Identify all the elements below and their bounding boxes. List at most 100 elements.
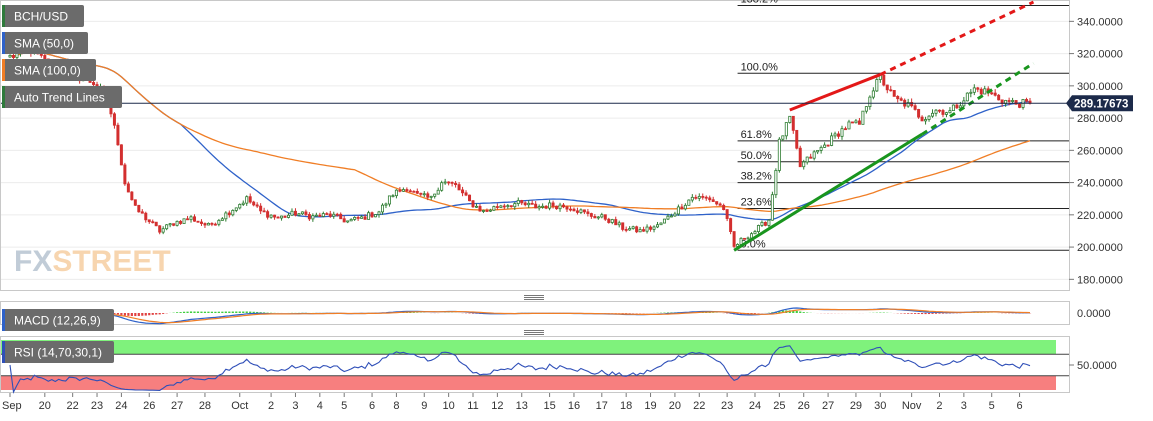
candle [819, 145, 823, 154]
candle [213, 222, 217, 226]
candle [875, 76, 879, 93]
candle [457, 182, 461, 191]
y-tick-label: 180.0000 [1077, 274, 1123, 286]
candle [767, 219, 771, 228]
candle [899, 96, 903, 102]
candle [380, 203, 384, 215]
candle [349, 218, 353, 222]
candle [398, 187, 402, 193]
candle [868, 95, 872, 110]
candle [227, 210, 231, 218]
candle [579, 208, 583, 215]
x-tick-label: Sep [2, 400, 22, 412]
candle [568, 206, 572, 212]
x-tick-label: 26 [143, 400, 155, 412]
x-tick-label: 2 [268, 400, 274, 412]
candle [286, 212, 290, 219]
candle [896, 95, 900, 103]
candle [499, 204, 503, 208]
candle [729, 217, 733, 235]
candle [551, 200, 555, 209]
watermark-fx: FX [14, 245, 52, 278]
candle [454, 181, 458, 188]
candle [931, 109, 935, 118]
current-price-tag: 289.17673 [1066, 95, 1133, 112]
time-axis: Sep 20 22 23 24 26 27 28 Oct 2 3 4 5 6 8 9 10 11 12 13 15 16 1… [2, 393, 1023, 412]
macd-plot: 0.0000 [10, 307, 1111, 325]
candle [530, 200, 534, 205]
candle [770, 191, 774, 221]
rsi-resize-handle[interactable] [524, 330, 544, 335]
x-tick-label: Nov [902, 400, 922, 412]
candle [763, 221, 767, 227]
candle [245, 195, 249, 206]
rsi-label[interactable]: RSI (14,70,30,1) [2, 341, 114, 363]
candle [624, 226, 628, 233]
candle [391, 194, 395, 198]
candle [864, 106, 868, 114]
x-tick-label: 24 [115, 400, 127, 412]
candle [997, 94, 1001, 101]
indicator-label-trend-lines[interactable]: Auto Trend Lines [2, 86, 122, 108]
candle [172, 223, 176, 227]
candle [356, 215, 360, 221]
indicator-label-sma100[interactable]: SMA (100,0) [2, 59, 96, 81]
x-tick-label: 15 [543, 400, 555, 412]
signal-line [10, 308, 1031, 324]
x-tick-label: 22 [693, 400, 705, 412]
candle [447, 181, 451, 186]
candle [137, 204, 141, 213]
candle [777, 137, 781, 173]
candle [130, 191, 134, 201]
indicator-label-sma50[interactable]: SMA (50,0) [2, 32, 88, 54]
candle [429, 195, 433, 201]
candle [377, 210, 381, 218]
candle [461, 186, 465, 197]
candle [937, 109, 941, 113]
macd-resize-handle[interactable] [524, 295, 544, 300]
candle [495, 203, 499, 210]
candle [234, 207, 238, 213]
candle [199, 219, 203, 226]
x-tick-label: 24 [749, 400, 761, 412]
candle [809, 153, 813, 159]
candle [126, 181, 130, 193]
y-tick-label: 340.0000 [1077, 16, 1123, 28]
candle [506, 203, 510, 209]
candle [955, 103, 959, 110]
x-tick-label: 11 [467, 400, 478, 412]
candle [297, 213, 301, 217]
candle [843, 126, 847, 131]
candle [722, 203, 726, 211]
y-tick-label: 220.0000 [1077, 210, 1123, 222]
x-tick-label: 27 [171, 400, 183, 412]
candle [854, 119, 858, 124]
y-tick-label: 300.0000 [1077, 81, 1123, 93]
candle [464, 190, 468, 197]
sma50-text: SMA (50,0) [14, 37, 74, 51]
candle [920, 115, 924, 122]
candle [617, 220, 621, 228]
candle [725, 209, 729, 222]
candle [520, 199, 524, 206]
symbol-label[interactable]: BCH/USD [2, 5, 84, 27]
candle [948, 107, 952, 114]
candle [589, 212, 593, 219]
x-tick-label: 6 [1016, 400, 1022, 412]
y-tick-label: 260.0000 [1077, 145, 1123, 157]
candle [186, 215, 190, 221]
candle [43, 53, 47, 60]
candle [607, 217, 611, 224]
candle [523, 201, 527, 207]
macd-label[interactable]: MACD (12,26,9) [2, 309, 114, 331]
candle [182, 218, 186, 224]
candle [112, 112, 116, 129]
candle [662, 218, 666, 224]
candle [262, 207, 266, 213]
candle [217, 218, 221, 227]
candle [492, 205, 496, 212]
candle [917, 108, 921, 119]
fib-level-label: 138.2% [741, 0, 779, 6]
macd-y-tick-label: 0.0000 [1077, 308, 1111, 320]
